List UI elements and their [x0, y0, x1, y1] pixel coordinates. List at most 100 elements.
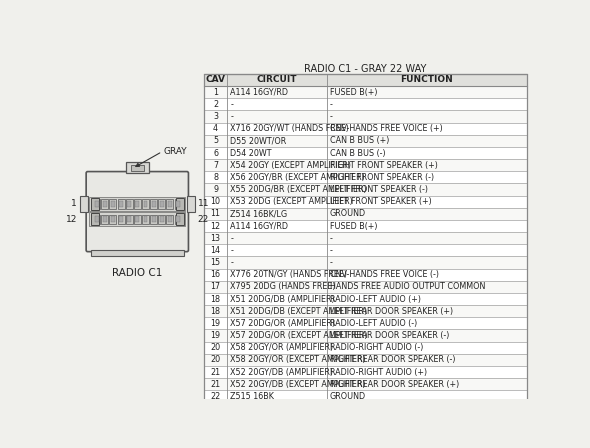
Text: 6: 6	[213, 149, 218, 158]
Text: 19: 19	[211, 319, 221, 328]
Bar	[109, 199, 116, 208]
Bar	[204, 98, 527, 110]
Bar	[93, 215, 100, 224]
Text: X58 20GY/OR (EXCEPT AMPLIFIER): X58 20GY/OR (EXCEPT AMPLIFIER)	[230, 355, 366, 364]
Bar	[101, 199, 108, 208]
Text: CIRCUIT: CIRCUIT	[257, 75, 297, 84]
Bar	[134, 199, 141, 208]
Bar	[103, 216, 107, 222]
Bar	[204, 317, 527, 329]
Bar	[127, 216, 131, 222]
Bar	[109, 215, 116, 224]
Bar	[117, 199, 124, 208]
Bar	[204, 390, 527, 402]
Text: 9: 9	[213, 185, 218, 194]
Text: X716 20GY/WT (HANDS FREE): X716 20GY/WT (HANDS FREE)	[230, 124, 349, 133]
Bar	[175, 199, 182, 208]
Text: X57 20DG/OR (EXCEPT AMPLIFIER): X57 20DG/OR (EXCEPT AMPLIFIER)	[230, 331, 368, 340]
Bar	[176, 198, 184, 210]
Bar	[101, 215, 108, 224]
Text: FUNCTION: FUNCTION	[401, 75, 453, 84]
Bar	[127, 201, 131, 207]
Text: GRAY: GRAY	[164, 147, 188, 156]
Text: Z515 16BK: Z515 16BK	[230, 392, 274, 401]
Bar	[93, 215, 100, 224]
Bar	[166, 199, 173, 208]
Bar	[204, 256, 527, 269]
Bar	[160, 201, 163, 207]
Text: 1: 1	[71, 199, 77, 208]
Text: X55 20DG/BR (EXCEPT AMPLIFIER): X55 20DG/BR (EXCEPT AMPLIFIER)	[230, 185, 367, 194]
Text: 5: 5	[213, 136, 218, 145]
Bar	[117, 199, 124, 208]
Bar	[175, 213, 184, 225]
Text: D54 20WT: D54 20WT	[230, 149, 272, 158]
Bar	[204, 196, 527, 208]
Text: 2: 2	[213, 100, 218, 109]
Text: -: -	[230, 112, 233, 121]
Bar	[204, 378, 527, 390]
Bar	[204, 354, 527, 366]
Bar	[119, 201, 123, 207]
Text: RADIO-RIGHT AUDIO (+): RADIO-RIGHT AUDIO (+)	[330, 367, 427, 376]
Bar	[126, 215, 133, 224]
Bar	[111, 216, 115, 222]
Bar	[143, 201, 148, 207]
Text: -: -	[330, 234, 333, 243]
Bar	[91, 250, 184, 256]
Bar	[117, 215, 124, 224]
Text: 20: 20	[211, 355, 221, 364]
Text: CNV-HANDS FREE VOICE (+): CNV-HANDS FREE VOICE (+)	[330, 124, 442, 133]
Bar	[93, 199, 100, 208]
Text: 20: 20	[211, 343, 221, 352]
Text: 12: 12	[211, 221, 221, 231]
Text: -: -	[330, 258, 333, 267]
Bar	[204, 366, 527, 378]
Bar	[135, 201, 139, 207]
Bar	[91, 213, 100, 225]
Bar	[175, 215, 182, 224]
Bar	[126, 199, 133, 208]
Bar	[158, 215, 165, 224]
Bar	[109, 199, 116, 208]
Text: 22: 22	[198, 215, 209, 224]
Bar	[168, 201, 172, 207]
Text: RADIO C1: RADIO C1	[112, 268, 162, 278]
Text: X52 20GY/DB (EXCEPT AMPLIFIER): X52 20GY/DB (EXCEPT AMPLIFIER)	[230, 379, 366, 389]
Text: X56 20GY/BR (EXCEPT AMPLIFIER): X56 20GY/BR (EXCEPT AMPLIFIER)	[230, 173, 365, 182]
Bar	[152, 201, 156, 207]
Text: A114 16GY/RD: A114 16GY/RD	[230, 88, 289, 97]
Bar	[126, 215, 133, 224]
FancyBboxPatch shape	[86, 172, 188, 252]
Text: 3: 3	[213, 112, 218, 121]
Bar	[204, 111, 527, 123]
Bar	[204, 159, 527, 171]
Bar	[175, 215, 182, 224]
Bar	[142, 215, 149, 224]
Text: 14: 14	[211, 246, 221, 255]
Text: LEFT REAR DOOR SPEAKER (-): LEFT REAR DOOR SPEAKER (-)	[330, 331, 449, 340]
Bar	[91, 213, 99, 225]
Bar	[176, 216, 180, 222]
Bar	[204, 147, 527, 159]
Bar	[176, 201, 180, 207]
Bar	[89, 212, 185, 226]
Bar	[152, 201, 156, 207]
Bar	[134, 215, 141, 224]
Bar	[204, 232, 527, 244]
Bar	[166, 199, 173, 208]
Bar	[127, 201, 131, 207]
Text: 4: 4	[213, 124, 218, 133]
Text: CNV-HANDS FREE VOICE (-): CNV-HANDS FREE VOICE (-)	[330, 270, 439, 279]
Bar	[119, 201, 123, 207]
Text: 21: 21	[211, 379, 221, 389]
Bar	[166, 215, 173, 224]
Text: -: -	[330, 112, 333, 121]
Text: 10: 10	[211, 197, 221, 206]
Bar	[103, 201, 107, 207]
Bar	[80, 196, 88, 211]
Bar	[152, 216, 156, 222]
Bar	[94, 216, 99, 222]
Bar	[109, 215, 116, 224]
Text: 15: 15	[211, 258, 221, 267]
